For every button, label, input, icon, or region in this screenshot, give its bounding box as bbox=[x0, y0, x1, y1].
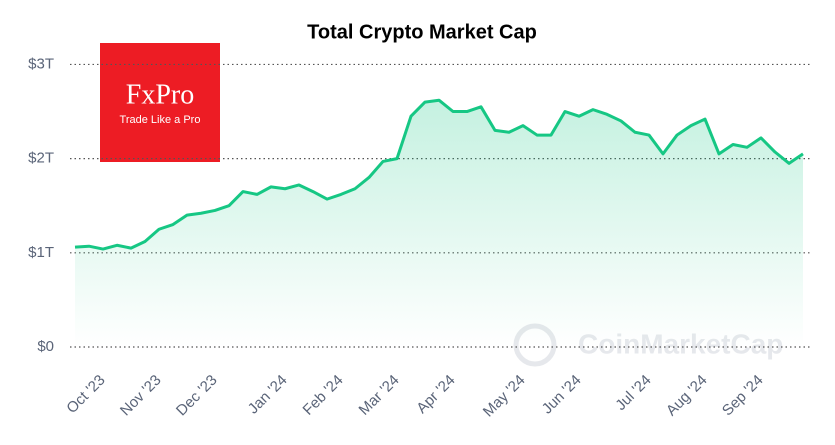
x-tick-label: Jun '24 bbox=[539, 372, 585, 418]
logo-tagline: Trade Like a Pro bbox=[120, 114, 201, 126]
chart-title: Total Crypto Market Cap bbox=[307, 21, 537, 43]
x-tick-label: Jul '24 bbox=[612, 372, 654, 414]
x-tick-label: Mar '24 bbox=[356, 372, 403, 419]
x-tick-label: Nov '23 bbox=[117, 372, 165, 420]
x-tick-label: Oct '23 bbox=[63, 372, 108, 417]
y-tick-label: $1T bbox=[28, 244, 54, 261]
y-tick-label: $2T bbox=[28, 150, 54, 167]
x-tick-label: Feb '24 bbox=[300, 372, 347, 419]
x-tick-label: Sep '24 bbox=[719, 372, 767, 420]
x-tick-label: Dec '23 bbox=[173, 372, 221, 420]
y-tick-label: $3T bbox=[28, 55, 54, 72]
y-tick-label: $0 bbox=[37, 338, 54, 355]
x-tick-label: Apr '24 bbox=[413, 372, 458, 417]
x-tick-label: May '24 bbox=[480, 372, 529, 421]
x-tick-label: Aug '24 bbox=[663, 372, 711, 420]
logo-brand: FxPro bbox=[126, 79, 194, 110]
x-tick-label: Jan '24 bbox=[245, 372, 291, 418]
area bbox=[75, 100, 803, 347]
logo-box bbox=[100, 43, 220, 162]
line bbox=[74, 98, 804, 251]
logo: FxPro Trade Like a Pro bbox=[100, 43, 220, 162]
